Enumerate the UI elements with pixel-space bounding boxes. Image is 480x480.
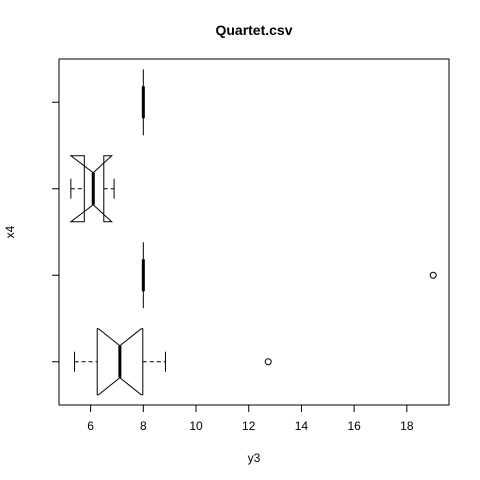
- box-body: [96, 328, 144, 396]
- box-body: [69, 155, 113, 223]
- plot-frame: [58, 58, 450, 406]
- x-tick-label: 8: [140, 419, 147, 433]
- chart-title: Quartet.csv: [215, 22, 292, 38]
- x-tick-label: 10: [189, 419, 203, 433]
- y-axis-label: x4: [3, 225, 17, 238]
- boxes-layer: [69, 69, 437, 396]
- x-tick-label: 14: [295, 419, 309, 433]
- x-tick-label: 18: [400, 419, 414, 433]
- x-tick-label: 16: [347, 419, 361, 433]
- box-group-2: [141, 242, 437, 309]
- x-axis: 6 8 10 12 14 16 18: [87, 404, 414, 433]
- outlier-point: [264, 358, 272, 366]
- box-group-1: [74, 328, 272, 396]
- x-tick-label: 12: [242, 419, 256, 433]
- box-group-3: [69, 155, 115, 223]
- outlier-point: [429, 271, 437, 279]
- x-axis-label: y3: [248, 451, 261, 465]
- y-axis: [52, 101, 60, 363]
- x-tick-label: 6: [87, 419, 94, 433]
